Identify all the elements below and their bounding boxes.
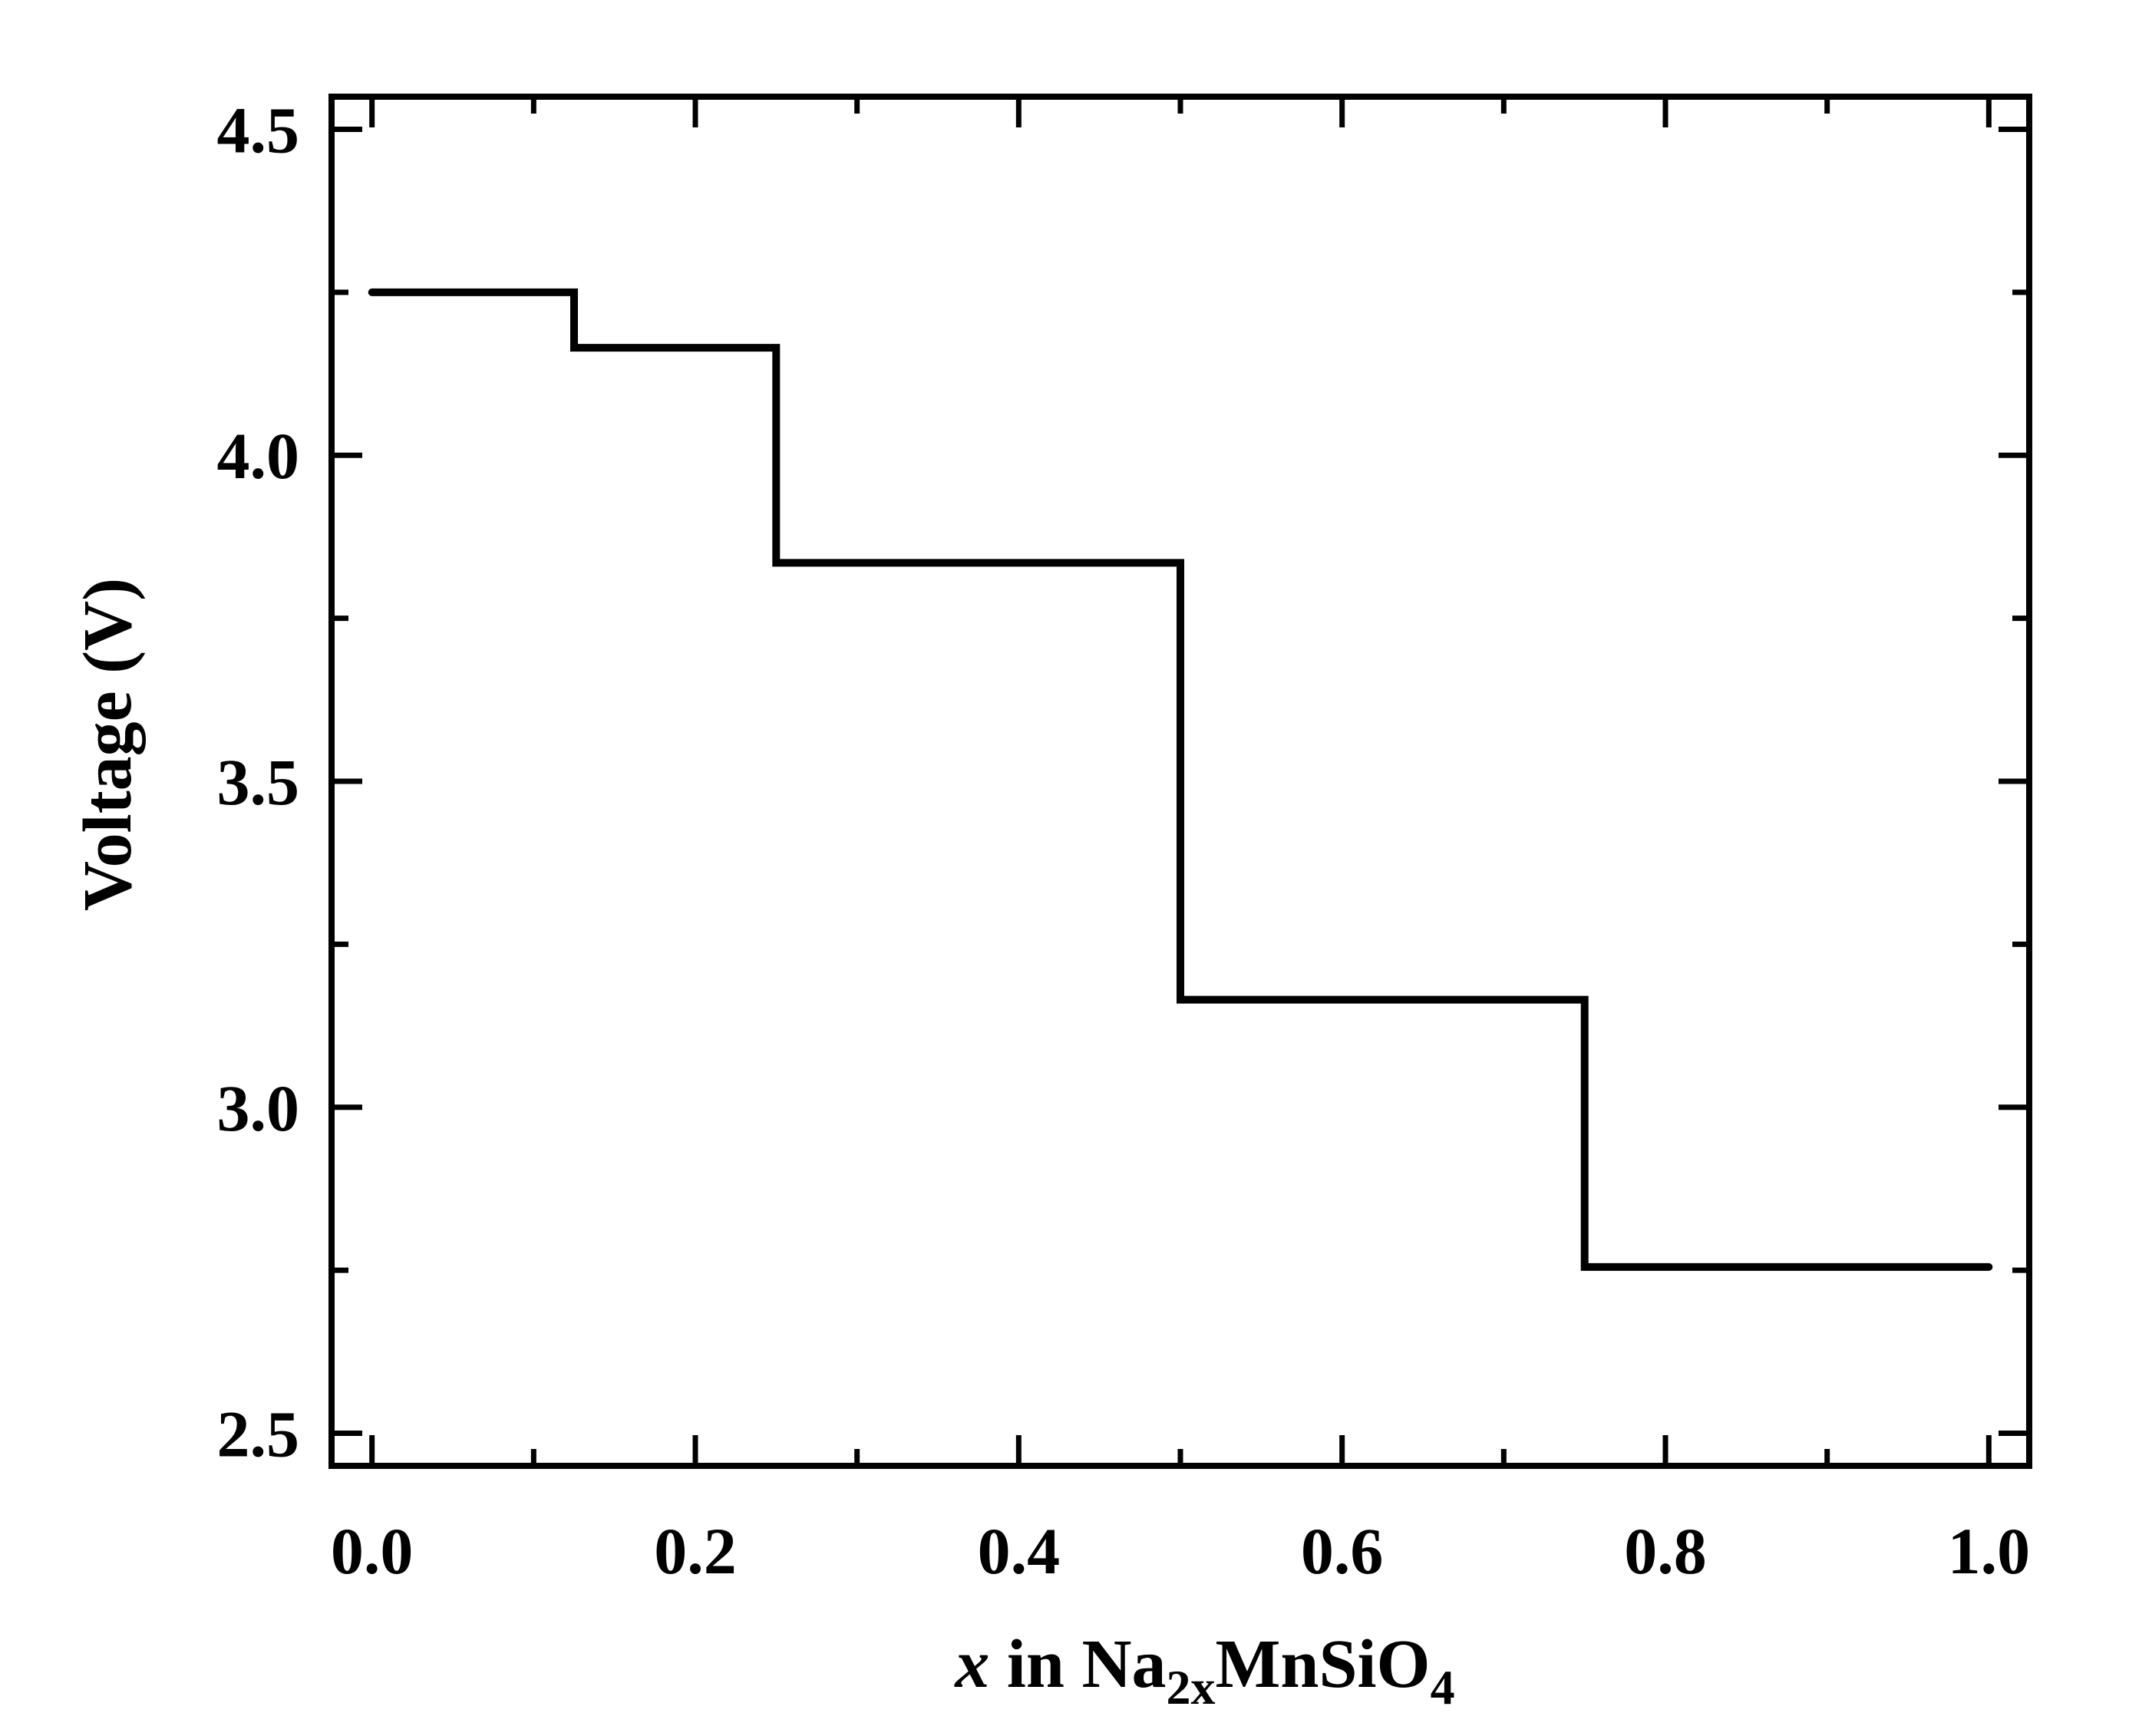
x-tick-labels: 0.0 0.2 0.4 0.6 0.8 1.0 (331, 1514, 2030, 1588)
x-tick-label: 0.4 (978, 1514, 1061, 1588)
x-tick-label: 1.0 (1948, 1514, 2031, 1588)
y-tick-label: 4.5 (217, 93, 300, 167)
y-tick-label: 2.5 (217, 1398, 300, 1471)
major-ticks (332, 97, 2029, 1466)
plot-frame (328, 94, 2032, 1469)
x-axis-title: x in Na2xMnSiO4 (953, 1626, 1454, 1715)
y-tick-label: 3.0 (217, 1071, 300, 1145)
series-group (368, 288, 1993, 1271)
x-axis-in-word: in (989, 1626, 1081, 1702)
voltage-step-line (368, 288, 1993, 1271)
x-tick-label: 0.2 (654, 1514, 737, 1588)
y-tick-labels: 2.5 3.0 3.5 4.0 4.5 (217, 93, 300, 1470)
x-axis-formula-sub-4: 4 (1431, 1660, 1455, 1715)
x-tick-label: 0.6 (1301, 1514, 1384, 1588)
x-axis-var: x (953, 1626, 989, 1702)
x-axis-formula-base: Na (1081, 1626, 1166, 1702)
x-axis-formula-sub-2x: 2x (1166, 1660, 1215, 1715)
y-tick-label: 4.0 (217, 419, 300, 493)
y-axis-title: Voltage (V) (70, 578, 146, 911)
y-tick-label: 3.5 (217, 745, 300, 819)
x-axis-formula-mid: MnSiO (1215, 1626, 1430, 1702)
x-tick-label: 0.0 (331, 1514, 414, 1588)
x-tick-label: 0.8 (1624, 1514, 1707, 1588)
